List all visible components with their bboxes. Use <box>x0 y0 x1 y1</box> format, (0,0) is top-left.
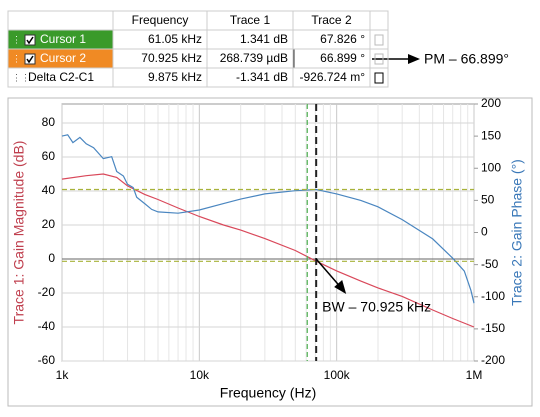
table-cell: 1.341 dB <box>240 32 288 46</box>
pm-annotation: PM – 66.899° <box>424 51 509 67</box>
trash-icon[interactable] <box>374 53 384 65</box>
table-cell: 66.899 ° <box>320 51 365 65</box>
x-tick-label: 100k <box>324 368 351 382</box>
x-tick-label: 1k <box>56 368 70 382</box>
grip: ⋮⋮ <box>12 53 30 63</box>
plot: 1k 10k 100k 1M-60-40-20020406080-200-150-10… <box>11 96 525 401</box>
trash-icon[interactable] <box>374 72 384 84</box>
grip: ⋮⋮ <box>12 34 30 44</box>
y-tick-label: 0 <box>48 251 55 265</box>
plot-area <box>61 103 475 362</box>
bw-annotation: BW – 70.925 kHz <box>322 299 431 315</box>
x-tick-label: 1M <box>466 368 483 382</box>
y-axis-label: Trace 1: Gain Magnitude (dB) <box>11 141 27 325</box>
check <box>26 55 34 64</box>
trash-icon[interactable] <box>374 34 384 46</box>
table-cell: -926.724 m° <box>299 70 365 84</box>
y2-tick-label: 50 <box>481 193 495 207</box>
y-tick-label: 60 <box>42 149 56 163</box>
y-tick-label: -60 <box>38 353 56 367</box>
chart-frame <box>7 97 533 407</box>
cursor-name: Delta C2-C1 <box>28 70 94 84</box>
y2-tick-label: -200 <box>481 353 505 367</box>
y2-tick-label: 150 <box>481 128 501 142</box>
y2-axis-label: Trace 2: Gain Phase (°) <box>509 159 525 306</box>
table-header: Trace 1 <box>230 13 271 27</box>
cursor-name: Cursor 2 <box>40 51 86 65</box>
bw-arrowhead <box>334 280 347 295</box>
series-line <box>61 134 475 304</box>
y2-tick-label: -100 <box>481 289 505 303</box>
grip: ⋮⋮ <box>12 72 30 82</box>
table-cell: 67.826 ° <box>320 32 365 46</box>
y-tick-label: 80 <box>42 115 56 129</box>
table-cell: -1.341 dB <box>236 70 288 84</box>
x-axis-label: Frequency (Hz) <box>220 385 316 401</box>
table-cell: 70.925 kHz <box>141 51 202 65</box>
y2-tick-label: -150 <box>481 321 505 335</box>
y2-tick-label: -50 <box>481 257 499 271</box>
table-cell: 268.739 µdB <box>220 51 288 65</box>
y2-tick-label: 200 <box>481 96 501 110</box>
y2-tick-label: 0 <box>481 225 488 239</box>
x-tick-label: 10k <box>190 368 210 382</box>
y-tick-label: -20 <box>38 285 56 299</box>
table-cell: 9.875 kHz <box>148 70 202 84</box>
y-tick-label: 40 <box>42 183 56 197</box>
checkbox <box>24 34 36 46</box>
y-tick-label: -40 <box>38 319 56 333</box>
y-tick-label: 20 <box>42 217 56 231</box>
cursor-name: Cursor 1 <box>40 32 86 46</box>
series-line <box>61 173 475 328</box>
check <box>26 36 34 45</box>
pm-arrowhead <box>408 54 420 64</box>
checkbox <box>24 53 36 65</box>
y2-tick-label: 100 <box>481 160 501 174</box>
table-cell: 61.05 kHz <box>148 32 202 46</box>
table-header: Trace 2 <box>311 13 352 27</box>
table-header: Frequency <box>132 13 189 27</box>
